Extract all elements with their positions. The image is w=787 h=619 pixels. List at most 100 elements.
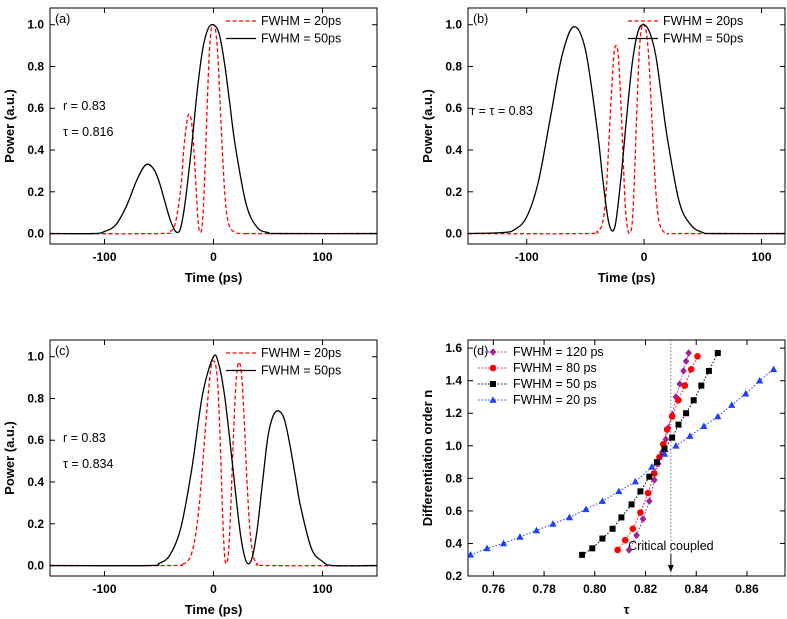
critical-coupled-label: Critical coupled bbox=[628, 539, 714, 553]
y-axis-label: Power (a.u.) bbox=[2, 421, 17, 495]
x-tick-label: 100 bbox=[312, 582, 332, 596]
series-line-0 bbox=[50, 23, 377, 235]
panel-a: -100 0 100 0.0 0.2 0.4 0.6 0.8 1.0 Time (ps) Power… bbox=[2, 7, 378, 285]
y-tick-label: 1.0 bbox=[27, 350, 44, 364]
y-axis-label: Power (a.u.) bbox=[2, 89, 17, 163]
parameter-annotation: τ = 0.834 bbox=[63, 457, 114, 471]
data-point-circle bbox=[629, 525, 637, 533]
legend: FWHM = 120 ps FWHM = 80 ps FWHM = 50 ps FWH… bbox=[478, 345, 604, 407]
data-point-square bbox=[589, 545, 596, 552]
data-point-square bbox=[637, 488, 644, 495]
panel-d: 0.76 0.78 0.80 0.82 0.84 0.86 0.2 0.4 0.6 0.8 1.0 1… bbox=[420, 339, 786, 617]
data-point-square bbox=[714, 350, 721, 357]
series-line-0 bbox=[50, 360, 377, 567]
data-point-diamond bbox=[676, 380, 684, 388]
data-layer bbox=[50, 354, 377, 567]
data-point-circle bbox=[651, 470, 658, 477]
data-point-diamond bbox=[633, 531, 640, 540]
data-point-triangle bbox=[648, 463, 656, 470]
x-axis-label: Time (ps) bbox=[598, 270, 656, 285]
parameter-annotation: τ = 0.816 bbox=[63, 125, 114, 139]
x-tick-label: 0.84 bbox=[685, 582, 709, 596]
data-point-circle bbox=[644, 489, 652, 497]
y-tick-label: 1.0 bbox=[445, 18, 462, 32]
plot-frame bbox=[467, 7, 786, 245]
data-point-diamond bbox=[682, 357, 690, 365]
data-point-circle bbox=[659, 440, 667, 448]
x-tick-label: -100 bbox=[515, 250, 539, 264]
x-tick-label: 100 bbox=[312, 250, 332, 264]
y-axis-label: Power (a.u.) bbox=[420, 89, 435, 163]
y-tick-label: 0.0 bbox=[27, 227, 44, 241]
data-point-triangle bbox=[565, 513, 574, 521]
data-point-triangle bbox=[582, 505, 590, 513]
x-tick-label: -100 bbox=[92, 250, 116, 264]
data-point-triangle bbox=[516, 533, 524, 540]
y-tick-label: 0.8 bbox=[27, 59, 44, 73]
parameter-annotation: r = 0.83 bbox=[63, 99, 106, 113]
data-point-circle bbox=[681, 382, 689, 389]
data-point-circle bbox=[694, 352, 701, 360]
x-axis-label: τ bbox=[624, 602, 630, 617]
x-tick-label: 0.78 bbox=[532, 582, 556, 596]
data-point-circle bbox=[637, 509, 644, 516]
data-point-circle bbox=[668, 413, 676, 420]
y-tick-label: 0.4 bbox=[27, 475, 44, 489]
series-line-1 bbox=[50, 23, 377, 235]
x-tick-label: 0.82 bbox=[634, 582, 658, 596]
data-point-diamond bbox=[625, 546, 633, 554]
data-point-square bbox=[579, 551, 586, 558]
y-tick-label: 0.2 bbox=[27, 517, 44, 531]
data-point-square bbox=[653, 459, 660, 466]
y-axis-label: Differentiation order n bbox=[420, 390, 435, 527]
data-point-diamond bbox=[685, 349, 692, 357]
legend-marker bbox=[490, 381, 496, 387]
y-tick-label: 0.0 bbox=[27, 559, 44, 573]
panel-b: -100 0 100 0.0 0.2 0.4 0.6 0.8 1.0 Time (ps) Power… bbox=[420, 7, 786, 285]
data-point-circle bbox=[687, 365, 695, 373]
legend-entry: FWHM = 50ps bbox=[261, 32, 341, 46]
data-point-triangle bbox=[549, 520, 557, 527]
data-point-square bbox=[628, 501, 635, 508]
series-line-1 bbox=[50, 354, 377, 567]
legend-marker bbox=[489, 348, 497, 356]
y-tick-label: 1.2 bbox=[445, 406, 462, 420]
panel-label: (d) bbox=[473, 344, 488, 358]
data-point-square bbox=[669, 434, 676, 441]
x-axis-label: Time (ps) bbox=[185, 270, 243, 285]
data-point-diamond bbox=[662, 435, 670, 444]
panel-label: (a) bbox=[55, 12, 70, 26]
data-point-triangle bbox=[742, 389, 750, 397]
data-point-triangle bbox=[756, 376, 764, 384]
y-tick-label: 0.8 bbox=[27, 391, 44, 405]
x-axis-label: Time (ps) bbox=[185, 602, 243, 617]
x-tick-label: 0 bbox=[641, 250, 648, 264]
data-point-triangle bbox=[660, 450, 669, 457]
y-tick-label: 0.4 bbox=[445, 536, 462, 550]
data-point-square bbox=[661, 446, 668, 453]
data-layer bbox=[50, 23, 377, 235]
x-tick-label: -100 bbox=[92, 582, 116, 596]
legend-entry: FWHM = 50ps bbox=[261, 364, 341, 378]
x-tick-label: 0.76 bbox=[482, 582, 506, 596]
legend-entry: FWHM = 50 ps bbox=[513, 377, 597, 391]
legend-entry: FWHM = 20ps bbox=[663, 14, 743, 28]
y-tick-label: 1.6 bbox=[445, 341, 462, 355]
series-line-2 bbox=[581, 352, 719, 556]
y-tick-label: 0.6 bbox=[27, 101, 44, 115]
data-point-triangle bbox=[769, 365, 778, 373]
data-point-circle bbox=[614, 546, 621, 554]
legend-entry: FWHM = 20ps bbox=[261, 14, 341, 28]
series-line-0 bbox=[468, 23, 785, 235]
plot-frame bbox=[467, 339, 786, 577]
data-point-square bbox=[646, 473, 653, 480]
data-point-circle bbox=[621, 536, 629, 544]
data-point-diamond bbox=[680, 367, 687, 375]
data-point-circle bbox=[675, 396, 682, 404]
legend-entry: FWHM = 120 ps bbox=[513, 345, 604, 359]
series-line-3 bbox=[470, 368, 774, 556]
y-tick-label: 0.4 bbox=[27, 143, 44, 157]
data-point-triangle bbox=[598, 497, 607, 504]
series-line-0 bbox=[628, 352, 690, 551]
